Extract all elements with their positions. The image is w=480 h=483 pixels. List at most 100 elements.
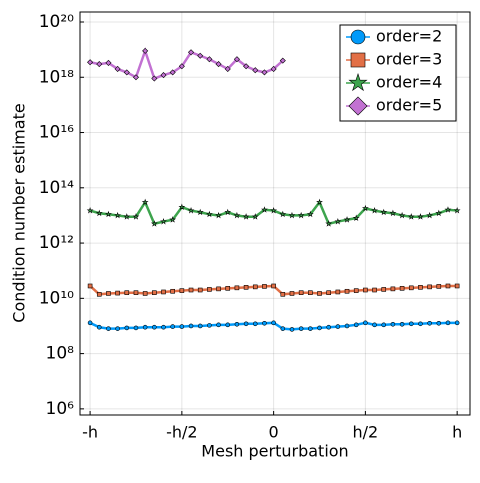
marker — [197, 287, 203, 293]
marker — [142, 291, 148, 296]
marker — [87, 320, 93, 326]
marker — [390, 321, 396, 327]
marker — [215, 211, 222, 219]
marker — [399, 321, 405, 327]
marker — [215, 61, 222, 68]
marker — [242, 213, 250, 220]
y-tick-label: 10¹⁸ — [39, 67, 74, 87]
marker — [151, 75, 158, 82]
marker — [206, 210, 213, 218]
x-tick-label: h/2 — [353, 423, 379, 442]
marker — [326, 324, 331, 330]
marker — [427, 284, 432, 290]
marker — [178, 203, 186, 210]
y-tick-label: 10¹² — [39, 233, 74, 253]
marker — [372, 287, 377, 293]
marker — [188, 49, 195, 56]
marker — [288, 211, 296, 219]
x-tick-label: h — [452, 423, 462, 442]
marker — [317, 291, 322, 296]
marker — [132, 213, 140, 220]
marker — [445, 283, 451, 289]
marker — [418, 285, 423, 290]
marker — [353, 288, 359, 293]
marker — [344, 288, 350, 294]
marker — [86, 207, 94, 214]
marker — [436, 284, 442, 289]
marker — [325, 220, 333, 227]
marker — [197, 52, 204, 59]
x-tick-label: 0 — [269, 423, 279, 442]
marker — [308, 290, 313, 295]
legend-marker — [348, 72, 368, 92]
marker — [179, 324, 185, 329]
x-tick-label: -h — [82, 423, 98, 442]
marker — [123, 69, 130, 76]
marker — [124, 290, 130, 295]
marker — [243, 321, 249, 327]
marker — [224, 208, 232, 216]
marker — [407, 213, 415, 220]
legend-marker — [350, 52, 366, 68]
marker — [124, 325, 130, 331]
marker — [298, 326, 304, 331]
marker — [225, 322, 231, 328]
marker — [426, 211, 434, 219]
marker — [188, 323, 194, 329]
marker — [363, 320, 368, 326]
marker — [234, 321, 240, 327]
marker — [289, 327, 295, 332]
legend-label: order=4 — [376, 73, 442, 92]
marker — [262, 284, 267, 289]
y-tick-label: 10⁸ — [46, 344, 75, 364]
marker — [399, 286, 405, 291]
marker — [261, 206, 268, 213]
marker — [280, 326, 286, 331]
marker — [362, 204, 369, 212]
marker — [106, 326, 111, 331]
marker — [105, 210, 112, 218]
marker — [197, 323, 203, 329]
y-tick-label: 10²⁰ — [39, 12, 74, 32]
y-axis-label: Condition number estimate — [10, 103, 29, 322]
marker — [381, 322, 387, 328]
marker — [225, 286, 231, 291]
marker — [271, 283, 276, 289]
marker — [454, 283, 460, 289]
marker — [298, 290, 304, 295]
marker — [216, 322, 221, 328]
marker — [252, 321, 258, 327]
marker — [417, 213, 424, 220]
marker — [372, 322, 377, 328]
legend-label: order=5 — [376, 96, 442, 115]
marker — [261, 69, 268, 76]
marker — [252, 67, 259, 74]
marker — [142, 324, 148, 330]
marker — [326, 290, 331, 295]
marker — [161, 324, 166, 330]
marker — [445, 320, 451, 326]
marker — [243, 63, 250, 70]
marker — [178, 63, 185, 70]
marker — [252, 284, 258, 290]
marker — [133, 290, 139, 295]
marker — [179, 288, 185, 293]
marker — [160, 72, 167, 79]
legend-label: order=2 — [376, 27, 442, 46]
marker — [216, 286, 221, 292]
marker — [334, 218, 342, 225]
marker — [133, 325, 139, 331]
marker — [270, 65, 277, 72]
marker — [371, 207, 378, 214]
series-line — [89, 47, 284, 81]
marker — [390, 286, 396, 292]
marker — [317, 325, 322, 331]
marker — [161, 289, 166, 295]
marker — [170, 288, 175, 294]
marker — [96, 61, 103, 68]
legend-marker — [350, 29, 366, 45]
marker — [427, 320, 432, 326]
plot-frame — [79, 11, 471, 416]
marker — [454, 320, 460, 326]
marker — [169, 216, 177, 223]
